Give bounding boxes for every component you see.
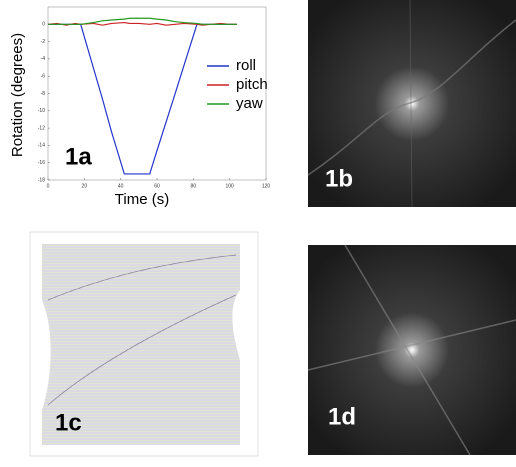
panel-label: 1b (325, 165, 353, 192)
x-tick-label: 100 (225, 183, 234, 189)
y-tick-label: -16 (38, 160, 45, 166)
y-tick-label: -8 (41, 91, 46, 97)
y-tick-label: -4 (41, 56, 46, 62)
x-tick-label: 40 (118, 183, 124, 189)
x-tick-label: 60 (154, 183, 160, 189)
y-axis-label: Rotation (degrees) (9, 33, 26, 157)
legend-label: pitch (236, 76, 268, 93)
panel-label: 1a (65, 143, 92, 170)
y-tick-label: -2 (41, 39, 46, 45)
x-axis-label: Time (s) (115, 191, 169, 208)
x-tick-label: 120 (262, 183, 271, 189)
y-tick-label: -18 (38, 177, 45, 183)
x-tick-label: 20 (82, 183, 88, 189)
y-tick-label: -6 (41, 74, 46, 80)
x-tick-label: 0 (47, 183, 50, 189)
panel-label: 1c (55, 409, 82, 436)
legend-label: yaw (236, 95, 263, 112)
y-tick-label: -10 (38, 108, 45, 114)
panel-label: 1d (328, 403, 356, 430)
y-tick-label: -14 (38, 143, 45, 149)
panel-1d: 1d (308, 245, 516, 455)
y-tick-label: -12 (38, 125, 45, 131)
panel-1b: 1b (308, 0, 516, 207)
figure: 1b 1c 1d Rotation (degrees) Time (s) 1a … (0, 0, 516, 462)
y-tick-label: 0 (42, 22, 45, 28)
legend-label: roll (236, 57, 256, 74)
panel-1c: 1c (30, 232, 258, 456)
x-tick-label: 80 (191, 183, 197, 189)
